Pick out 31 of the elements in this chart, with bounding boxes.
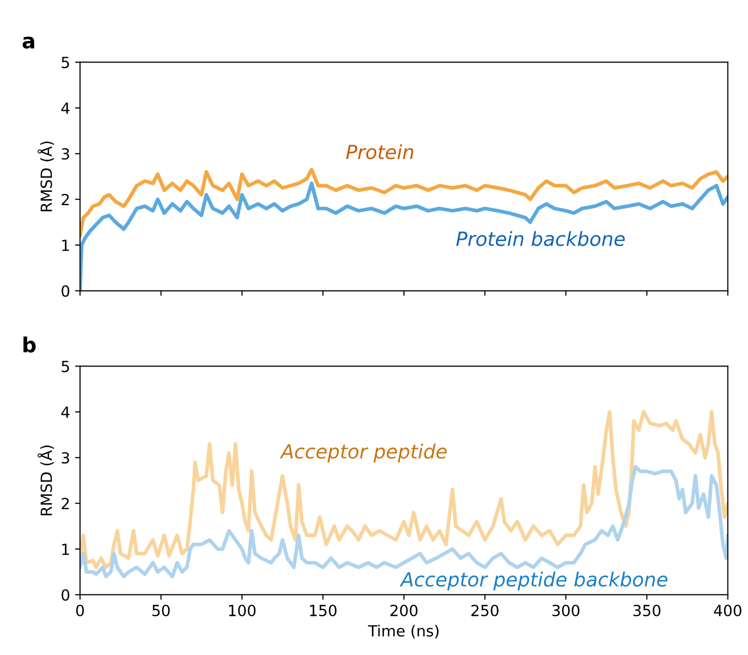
y-tick-label: 4 <box>61 102 70 114</box>
x-tick-label: 400 <box>714 604 742 616</box>
x-tick-label: 50 <box>152 604 170 616</box>
y-axis-title: RMSD (Å) <box>38 142 54 212</box>
x-tick-label: 200 <box>390 604 418 616</box>
x-tick-label: 0 <box>76 604 84 616</box>
y-tick-label: 2 <box>62 498 69 510</box>
chart-title: a <box>22 36 34 49</box>
x-tick-label: 100 <box>229 604 256 616</box>
series-label: Protein <box>346 144 414 160</box>
y-tick-label: 4 <box>61 406 70 418</box>
series-label: Acceptor peptide <box>280 444 447 462</box>
y-tick-label: 5 <box>62 360 69 372</box>
y-tick-label: 3 <box>62 452 70 464</box>
y-tick-label: 0 <box>62 285 70 297</box>
x-tick-label: 150 <box>310 604 337 616</box>
chart-title: b <box>23 336 36 353</box>
x-axis-title: Time (ns) <box>368 624 439 638</box>
y-tick-label: 1 <box>62 544 69 555</box>
y-tick-label: 0 <box>62 589 70 601</box>
y-tick-label: 5 <box>62 56 69 68</box>
x-tick-label: 300 <box>552 604 580 616</box>
x-tick-label: 250 <box>471 604 498 616</box>
y-tick-label: 3 <box>62 148 70 160</box>
y-tick-label: 2 <box>62 194 69 206</box>
line-series <box>80 410 728 570</box>
y-tick-label: 1 <box>62 240 69 251</box>
series-label: Acceptor peptide backbone <box>400 572 668 590</box>
series-label: Protein backbone <box>456 231 625 246</box>
x-tick-label: 350 <box>633 604 660 616</box>
y-axis-title: RMSD (Å) <box>38 446 54 516</box>
